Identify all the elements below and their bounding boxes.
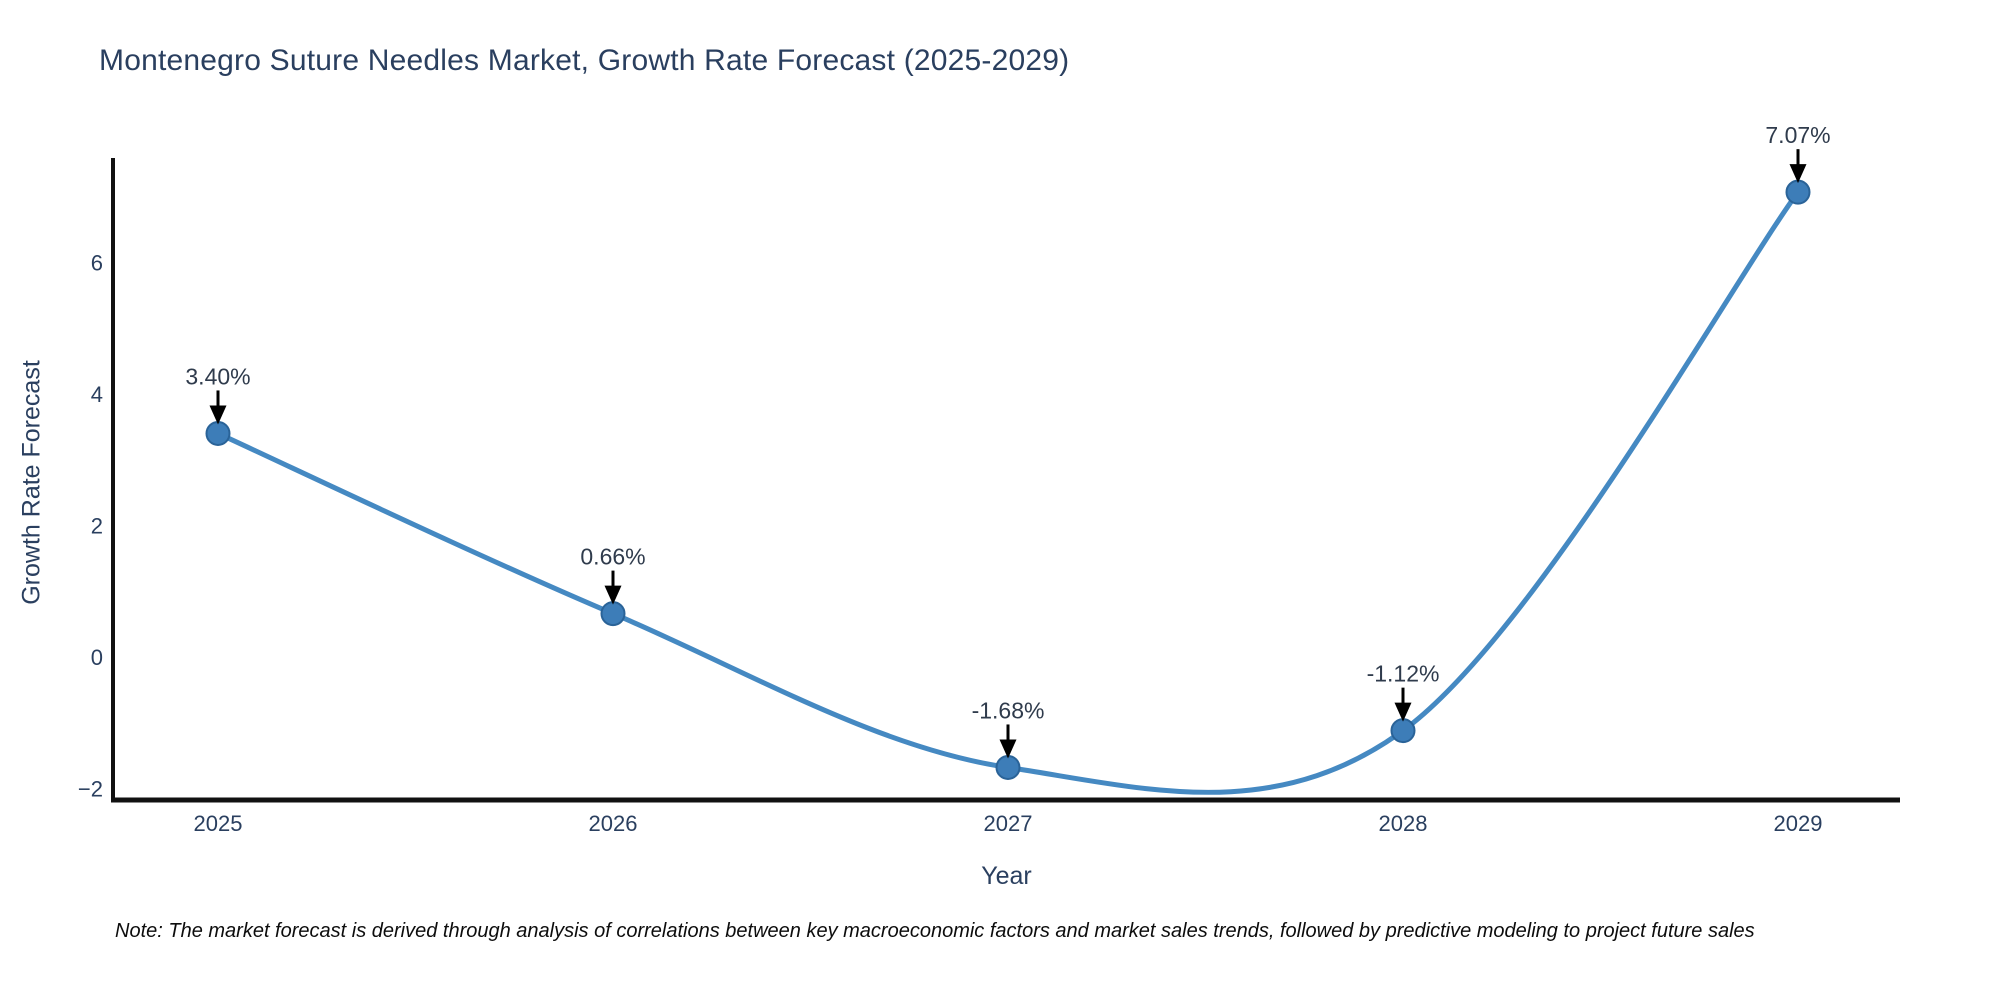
annotation-arrowhead-icon: [999, 739, 1017, 759]
x-tick-label: 2025: [194, 811, 243, 836]
x-tick-label: 2029: [1774, 811, 1823, 836]
x-axis-title: Year: [981, 862, 1032, 890]
data-point-marker[interactable]: [1390, 718, 1416, 744]
x-tick-label: 2026: [589, 811, 638, 836]
data-point-marker[interactable]: [600, 601, 626, 627]
y-tick-label: 0: [91, 645, 103, 670]
x-tick-label: 2028: [1379, 811, 1428, 836]
data-point-label: -1.68%: [972, 697, 1045, 723]
y-tick-label: 4: [91, 382, 103, 407]
data-point-marker[interactable]: [1785, 179, 1811, 205]
trend-line: [215, 189, 1801, 795]
data-point-marker[interactable]: [995, 754, 1021, 780]
annotation-arrowhead-icon: [209, 405, 227, 425]
footnote: Note: The market forecast is derived thr…: [115, 920, 1755, 942]
annotation-arrowhead-icon: [604, 585, 622, 605]
y-tick-label: 2: [91, 514, 103, 539]
annotation-arrowhead-icon: [1394, 702, 1412, 722]
data-point-label: 7.07%: [1765, 122, 1830, 148]
data-point-label: 3.40%: [185, 363, 250, 389]
chart-title: Montenegro Suture Needles Market, Growth…: [99, 44, 1070, 77]
annotation-arrowhead-icon: [1789, 164, 1807, 184]
data-point-marker[interactable]: [205, 420, 231, 446]
y-tick-label: 6: [91, 251, 103, 276]
data-point-label: -1.12%: [1367, 661, 1440, 687]
x-tick-label: 2027: [984, 811, 1033, 836]
data-point-label: 0.66%: [580, 544, 645, 570]
y-tick-label: −2: [78, 777, 103, 802]
